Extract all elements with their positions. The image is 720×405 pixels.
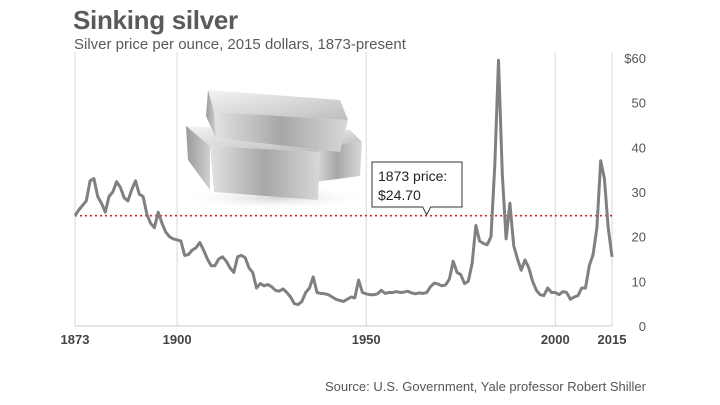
silver-price-line (73, 58, 614, 307)
y-tick-label: 50 (632, 96, 646, 111)
silver-bars-image (180, 90, 370, 210)
x-tick-label: 1900 (163, 332, 192, 347)
y-tick-label: 30 (632, 185, 646, 200)
y-tick-label: 20 (632, 230, 646, 245)
annotation-value: $24.70 (378, 187, 421, 203)
x-tick-label: 2015 (598, 332, 627, 347)
y-axis-ticks: 0 10 20 30 40 50 $60 (624, 51, 646, 334)
annotation-callout: 1873 price: $24.70 (371, 161, 463, 216)
x-tick-label: 2000 (541, 332, 570, 347)
x-axis-ticks: 1873 1900 1950 2000 2015 (61, 332, 627, 347)
annotation-label: 1873 price: (378, 168, 447, 184)
x-tick-label: 1873 (61, 332, 90, 347)
source-note: Source: U.S. Government, Yale professor … (324, 379, 646, 394)
grid-lines (74, 52, 613, 327)
y-tick-label: 10 (632, 274, 646, 289)
x-tick-label: 1950 (352, 332, 381, 347)
chart-subtitle: Silver price per ounce, 2015 dollars, 18… (74, 36, 406, 53)
y-tick-label: 0 (639, 319, 646, 334)
chart-title: Sinking silver (73, 5, 238, 35)
y-tick-label: $60 (624, 51, 646, 66)
y-tick-label: 40 (632, 140, 646, 155)
